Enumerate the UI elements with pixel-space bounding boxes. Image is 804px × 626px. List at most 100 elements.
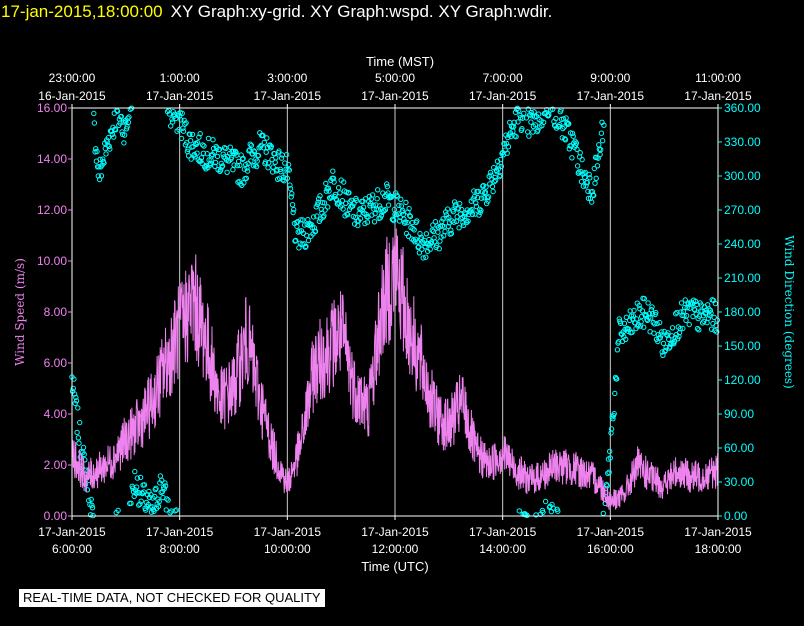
wind-direction-point [464,219,470,226]
wind-direction-point [287,182,293,188]
wind-direction-point [528,109,535,116]
wind-direction-point [669,325,676,331]
wind-direction-point [705,315,712,321]
wind-direction-point [511,119,517,126]
wind-direction-point [657,319,663,326]
wind-direction-point [398,196,404,203]
wind-direction-point [125,119,132,126]
wind-direction-point [614,347,621,353]
wind-direction-point [636,302,642,309]
wind-direction-point [416,250,423,256]
wind-direction-point [591,192,597,199]
wind-direction-series [69,105,721,519]
wind-direction-point [596,142,602,148]
y-left-tick-label: 6.00 [44,356,68,370]
wind-direction-point [169,119,176,125]
wind-direction-point [621,320,628,327]
wind-direction-point [94,148,100,155]
wind-direction-point [240,155,246,162]
wind-direction-point [582,169,588,176]
y-left-tick-label: 0.00 [44,509,68,523]
wind-direction-point [278,168,284,175]
wind-direction-point [435,229,441,235]
wind-direction-point [119,129,125,135]
y-left-axis-label: Wind Speed (m/s) [13,258,27,366]
y-right-tick-label: 30.00 [724,475,754,489]
wind-direction-point [673,311,679,317]
wind-direction-point [498,156,504,163]
title-graph-names: XY Graph:xy-grid. XY Graph:wspd. XY Grap… [170,2,553,21]
wind-direction-point [303,232,310,239]
wind-direction-point [655,338,661,345]
y-right-tick-label: 90.00 [724,407,754,421]
wind-direction-point [496,163,502,169]
wind-direction-point [201,143,207,149]
wind-direction-point [276,148,282,154]
x-bottom-tick-date: 17-Jan-2015 [38,525,106,539]
wind-direction-point [641,324,647,330]
wind-direction-point [498,163,505,170]
wind-direction-point [578,179,585,185]
wind-direction-point [378,212,385,219]
wind-direction-point [487,169,494,176]
wind-direction-point [292,238,298,244]
wind-direction-point [248,142,255,149]
wind-direction-point [114,108,121,114]
wind-direction-point [582,174,588,181]
wind-direction-point [344,212,351,218]
wind-direction-point [476,212,482,218]
wind-direction-point [563,115,569,121]
wind-direction-point [152,493,158,500]
wind-direction-point [407,212,413,219]
wind-direction-point [385,202,392,208]
wind-direction-point [309,222,315,228]
wind-direction-point [411,227,417,233]
wind-direction-point [115,507,121,514]
wind-direction-point [706,306,712,312]
wind-direction-point [574,146,580,153]
wind-direction-point [289,202,296,208]
x-bottom-tick-time: 12:00:00 [372,542,419,556]
wind-direction-point [251,149,258,155]
wind-direction-point [505,144,512,150]
wind-direction-point [188,156,194,162]
wind-direction-point [265,165,271,171]
wind-direction-point [645,300,651,306]
wind-direction-point [210,137,216,143]
wind-direction-point [141,482,148,488]
wind-direction-point [216,146,223,153]
wind-direction-point [530,129,536,135]
wind-direction-point [138,498,144,504]
wind-direction-point [224,169,230,176]
wind-direction-point [406,205,412,212]
wind-direction-point [448,227,454,233]
wind-direction-point [212,159,219,166]
wind-direction-point [88,496,94,503]
wind-direction-point [75,405,81,411]
wind-direction-point [191,151,198,158]
wind-direction-point [583,183,589,189]
wind-direction-point [261,139,267,146]
wind-direction-point [412,239,418,245]
wind-direction-point [440,216,446,222]
wind-direction-point [323,180,329,187]
wind-direction-point [674,309,680,316]
wind-direction-point [109,131,116,138]
wind-direction-point [311,225,317,231]
wind-direction-point [630,313,637,319]
wind-direction-point [683,313,690,319]
wind-direction-point [344,211,350,217]
wind-direction-point [75,435,82,441]
wind-direction-point [374,196,380,202]
y-right-tick-label: 360.00 [724,101,761,115]
wind-direction-point [182,121,188,127]
wind-direction-point [346,190,352,196]
wind-direction-point [599,138,606,144]
y-left-tick-label: 8.00 [44,305,68,319]
wind-direction-point [606,469,612,475]
wind-direction-point [157,473,164,479]
wind-direction-point [162,483,169,489]
y-left-tick-label: 16.00 [37,101,67,115]
wind-direction-point [325,185,331,191]
wind-direction-point [165,497,171,503]
